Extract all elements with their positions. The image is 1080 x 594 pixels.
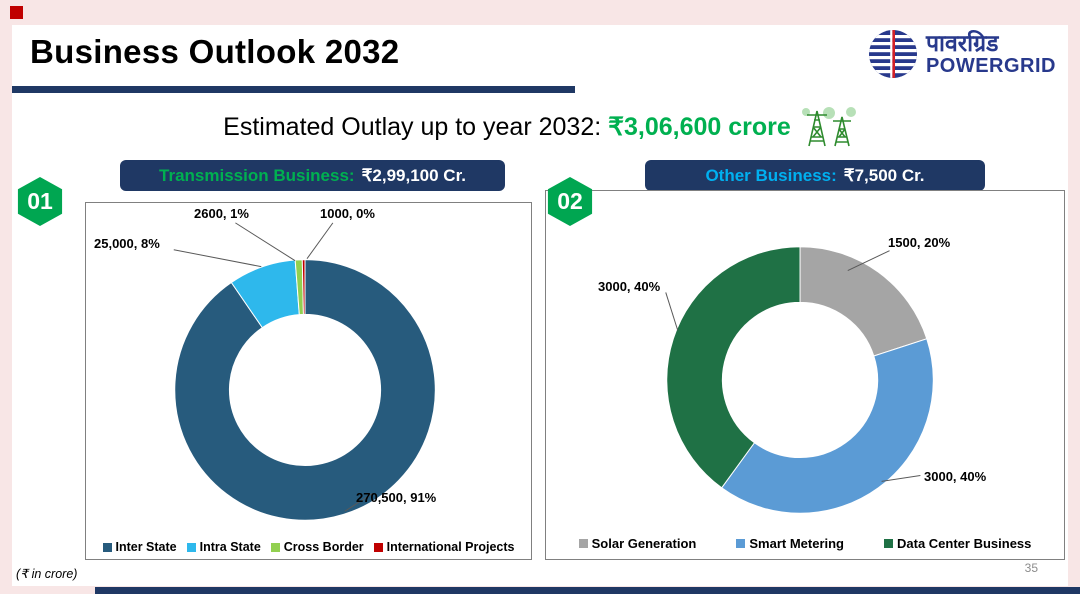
legend-swatch (373, 542, 383, 552)
bottom-accent-bar (95, 587, 1080, 594)
slice-inter-state (174, 259, 436, 521)
other-business-value: ₹7,500 Cr. (843, 165, 925, 185)
legend-item-data-center-business: Data Center Business (884, 536, 1031, 551)
leader-line-solar-generation (847, 250, 890, 272)
legend-swatch (578, 539, 588, 548)
other-business-chart-panel: 1500, 20% 3000, 40% 3000, 40% Solar Gene… (545, 190, 1065, 560)
page-number: 35 (1024, 561, 1038, 575)
leader-line-cross-border (235, 222, 296, 262)
data-label-data-center-business: 3000, 40% (598, 279, 661, 294)
powergrid-globe-icon (868, 30, 917, 78)
transmission-donut-chart (173, 222, 436, 521)
logo-hindi-text: पावरग्रिड (925, 29, 999, 56)
currency-note: (₹ in crore) (16, 567, 78, 581)
transmission-business-label: Transmission Business: (159, 165, 355, 185)
legend-label: Inter State (115, 540, 177, 554)
other-business-legend: Solar Generation Smart Metering Data Cente… (546, 536, 1064, 551)
data-label-intra-state: 25,000, 8% (94, 236, 160, 251)
data-label-solar-generation: 1500, 20% (888, 235, 951, 250)
leader-line-smart-metering (881, 474, 921, 482)
legend-label: Data Center Business (897, 536, 1032, 551)
leader-lines (665, 250, 921, 482)
leader-line-inter-state (344, 492, 373, 512)
red-corner-mark (10, 6, 23, 19)
data-label-international-projects: 1000, 0% (320, 206, 375, 221)
powergrid-logo: पावरग्रिड POWERGRID (867, 28, 1056, 80)
slice-smart-metering (720, 338, 934, 514)
legend-item-cross-border: Cross Border (270, 540, 364, 554)
other-business-donut-chart (665, 246, 934, 514)
transmission-chart-panel: 2600, 1% 1000, 0% 25,000, 8% 270,500, 91… (85, 202, 532, 560)
legend-label: Solar Generation (591, 536, 697, 551)
legend-item-intra-state: Intra State (186, 540, 261, 554)
other-business-header: Other Business: ₹7,500 Cr. (645, 160, 985, 191)
leader-line-international (306, 222, 334, 259)
estimated-outlay-value: ₹3,06,600 crore (608, 113, 791, 141)
legend-item-inter-state: Inter State (102, 540, 177, 554)
leader-lines (173, 222, 373, 512)
other-business-label: Other Business: (705, 165, 837, 185)
legend-label: Smart Metering (749, 536, 844, 551)
legend-item-international-projects: International Projects (373, 540, 515, 554)
legend-label: Intra State (199, 540, 261, 554)
legend-item-solar-generation: Solar Generation (578, 536, 697, 551)
logo-english-text: POWERGRID (925, 54, 1056, 77)
legend-label: Cross Border (283, 540, 364, 554)
legend-swatch (186, 542, 196, 552)
slice-international-projects (301, 259, 306, 315)
badge-02: 02 (547, 177, 593, 226)
leader-line-data-center (665, 292, 679, 331)
legend-item-smart-metering: Smart Metering (736, 536, 844, 551)
legend-swatch (736, 539, 746, 548)
transmission-legend: Inter State Intra State Cross Border Intern… (86, 540, 531, 554)
transmission-towers-icon (801, 107, 856, 147)
badge-01: 01 (17, 177, 63, 226)
page-title: Business Outlook 2032 (30, 33, 400, 70)
legend-swatch (102, 542, 112, 552)
legend-label: International Projects (386, 540, 515, 554)
data-label-smart-metering: 3000, 40% (924, 469, 987, 484)
data-label-cross-border: 2600, 1% (194, 206, 249, 221)
estimated-outlay: Estimated Outlay up to year 2032: ₹3,06,… (12, 105, 1068, 147)
transmission-business-header: Transmission Business: ₹2,99,100 Cr. (120, 160, 505, 191)
slice-data-center-business (666, 246, 801, 489)
data-label-inter-state: 270,500, 91% (356, 490, 437, 505)
leader-line-intra-state (173, 249, 262, 268)
powergrid-logo-text: पावरग्रिड POWERGRID (925, 29, 1056, 77)
title-underline (12, 86, 575, 93)
legend-swatch (270, 542, 280, 552)
slide-card: Business Outlook 2032 पावरग्रिड POWERGRI… (12, 25, 1068, 586)
legend-swatch (884, 539, 893, 548)
transmission-business-value: ₹2,99,100 Cr. (361, 165, 466, 185)
estimated-outlay-label: Estimated Outlay up to year 2032: (223, 113, 609, 141)
